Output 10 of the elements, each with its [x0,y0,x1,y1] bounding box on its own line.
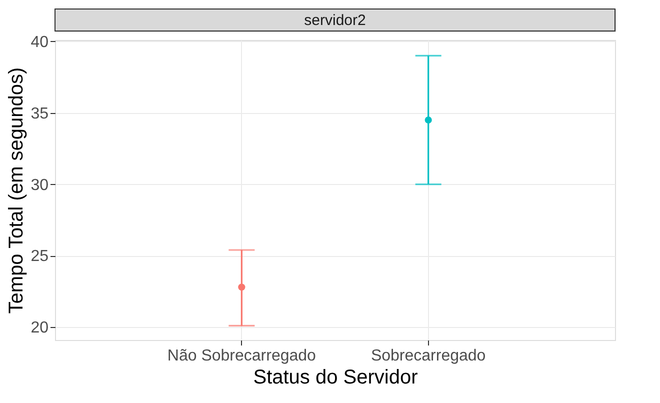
y-tick-label: 40 [30,34,49,51]
y-tick-label: 25 [30,248,49,266]
chart-title: servidor2 [304,12,366,29]
y-axis-title: Tempo Total (em segundos) [6,67,28,314]
x-tick-label: Não Sobrecarregado [167,348,316,364]
y-tick-label: 30 [30,176,49,194]
y-tick-label: 35 [30,105,49,122]
x-axis-title: Status do Servidor [253,366,418,388]
x-tick-label: Sobrecarregado [370,348,486,364]
y-tick-label: 20 [30,320,49,337]
